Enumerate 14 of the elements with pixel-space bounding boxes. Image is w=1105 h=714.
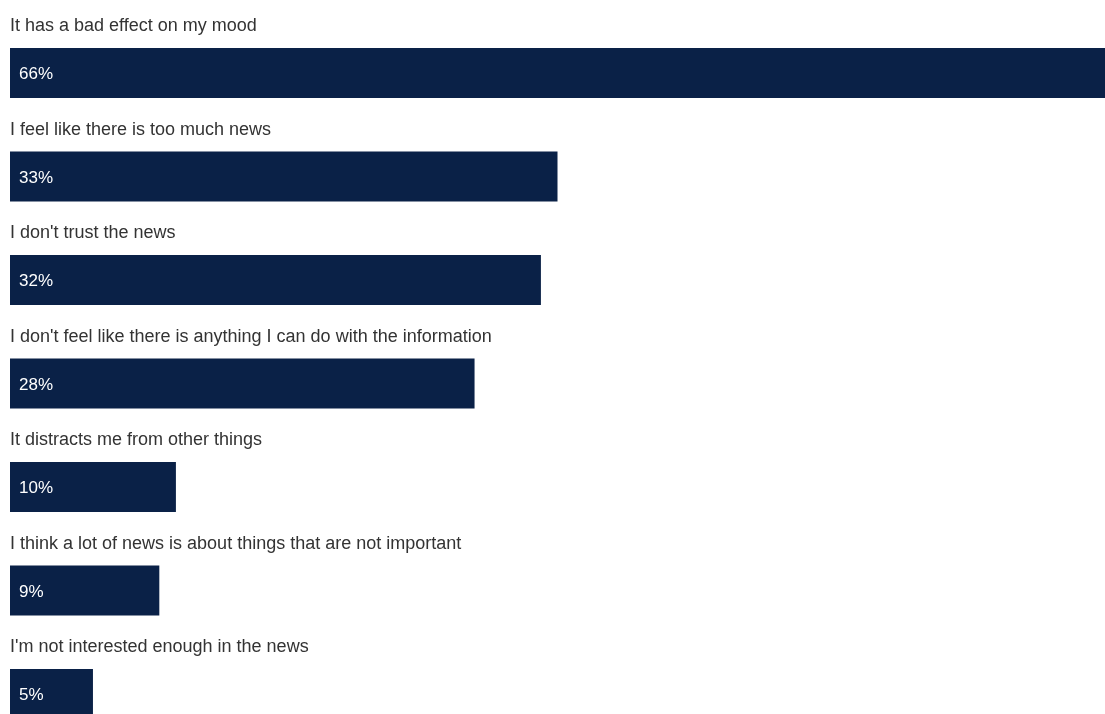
y-tick-label: I think a lot of news is about things that are not important [10, 532, 462, 553]
y-tick-label: It has a bad effect on my mood [10, 15, 257, 35]
data-label: 5% [19, 685, 44, 704]
y-tick-label: I don't feel like there is anything I can do with the information [10, 325, 492, 346]
y-tick-label: I feel like there is too much news [10, 118, 272, 139]
y-tick-label: I'm not interested enough in the news [10, 636, 309, 656]
y-tick-label: I don't trust the news [10, 222, 176, 242]
data-label: 33% [19, 167, 54, 187]
data-label: 10% [19, 478, 54, 497]
data-label: 9% [19, 581, 44, 601]
y-tick-label: It distracts me from other things [10, 429, 263, 449]
data-label: 32% [19, 271, 54, 290]
data-label: 66% [19, 64, 54, 83]
data-label: 28% [19, 374, 54, 394]
